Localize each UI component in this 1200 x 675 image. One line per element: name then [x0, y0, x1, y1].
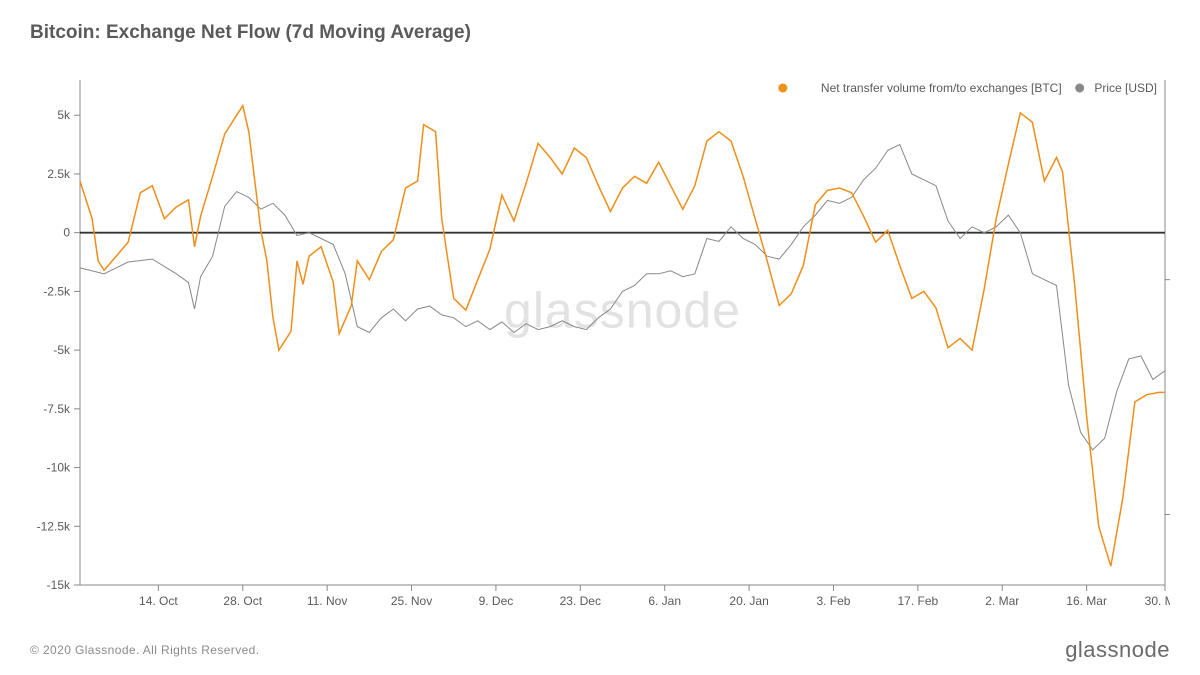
x-tick-label: 9. Dec — [479, 594, 514, 608]
x-tick-label: 17. Feb — [898, 594, 939, 608]
y-left-label: -5k — [53, 343, 71, 357]
x-tick-label: 25. Nov — [391, 594, 432, 608]
y-left-label: -15k — [47, 578, 71, 592]
legend-marker-netflow — [778, 84, 787, 93]
x-tick-label: 3. Feb — [816, 594, 850, 608]
x-tick-label: 11. Nov — [307, 594, 347, 608]
y-left-label: -2.5k — [43, 284, 71, 298]
y-left-label: -12.5k — [37, 519, 71, 533]
x-tick-label: 20. Jan — [729, 594, 768, 608]
x-tick-label: 16. Mar — [1066, 594, 1107, 608]
x-tick-label: 14. Oct — [139, 594, 178, 608]
x-tick-label: 28. Oct — [223, 594, 262, 608]
y-left-label: -10k — [47, 461, 71, 475]
x-tick-label: 2. Mar — [985, 594, 1019, 608]
copyright-text: © 2020 Glassnode. All Rights Reserved. — [30, 643, 260, 657]
chart-title: Bitcoin: Exchange Net Flow (7d Moving Av… — [30, 22, 471, 44]
y-left-label: -7.5k — [43, 402, 71, 416]
y-left-label: 0 — [63, 226, 70, 240]
brand-wordmark: glassnode — [1065, 637, 1170, 663]
y-left-label: 2.5k — [47, 167, 71, 181]
legend-label-price: Price [USD] — [1094, 81, 1157, 95]
line-chart: glassnode-15k-12.5k-10k-7.5k-5k-2.5k02.5… — [30, 70, 1170, 610]
page: Bitcoin: Exchange Net Flow (7d Moving Av… — [0, 0, 1200, 675]
x-tick-label: 23. Dec — [560, 594, 601, 608]
legend-label-netflow: Net transfer volume from/to exchanges [B… — [821, 81, 1062, 95]
y-left-label: 5k — [57, 108, 71, 122]
chart-container: glassnode-15k-12.5k-10k-7.5k-5k-2.5k02.5… — [30, 70, 1170, 610]
x-tick-label: 30. Mar — [1145, 594, 1170, 608]
x-tick-label: 6. Jan — [648, 594, 681, 608]
legend-marker-price — [1075, 84, 1084, 93]
